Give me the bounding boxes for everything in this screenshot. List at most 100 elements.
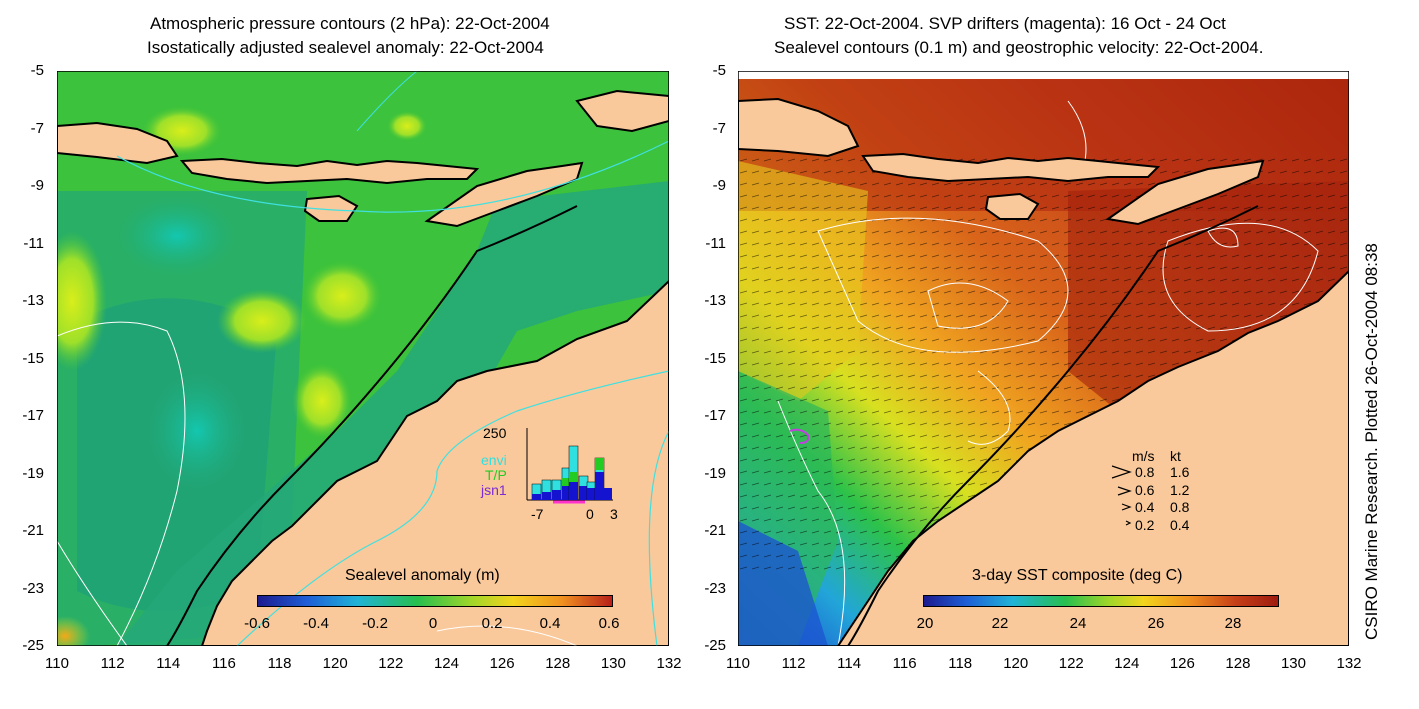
inset-ymax-label: 250 bbox=[483, 425, 507, 441]
left-ytick: -17 bbox=[22, 407, 44, 424]
credit-text: CSIRO Marine Research. Plotted 26-Oct-20… bbox=[1362, 243, 1381, 640]
right-xtick: 122 bbox=[1058, 655, 1084, 672]
sla-colorbar-tick: 0.6 bbox=[598, 615, 620, 632]
right-xtick: 132 bbox=[1336, 655, 1362, 672]
inset-legend-jsn1: jsn1 bbox=[481, 482, 507, 498]
right-ytick: -15 bbox=[704, 349, 726, 367]
left-ytick: -13 bbox=[22, 292, 44, 309]
right-ytick: -5 bbox=[712, 62, 726, 79]
velocity-legend-kt: 0.4 bbox=[1170, 516, 1190, 533]
right-xtick: 118 bbox=[948, 655, 973, 672]
java-island bbox=[57, 121, 179, 165]
left-xtick: 126 bbox=[489, 655, 515, 672]
left-xtick: 124 bbox=[433, 655, 459, 672]
velocity-legend-kt: 1.6 bbox=[1170, 464, 1190, 480]
right-title-line2: Sealevel contours (0.1 m) and geostrophi… bbox=[774, 38, 1264, 57]
right-ytick: -23 bbox=[704, 579, 726, 597]
sla-colorbar-tick: -0.2 bbox=[362, 615, 388, 632]
right-title-line1: SST: 22-Oct-2004. SVP drifters (magenta)… bbox=[784, 14, 1226, 33]
sla-map bbox=[57, 71, 669, 646]
right-ytick: -13 bbox=[704, 292, 726, 309]
sla-colorbar-tick: 0.4 bbox=[539, 615, 561, 632]
sla-colorbar-tick: -0.4 bbox=[303, 615, 329, 632]
sst-colorbar-tick: 20 bbox=[916, 615, 934, 632]
left-ytick: -23 bbox=[22, 579, 44, 597]
right-xtick: 116 bbox=[892, 655, 917, 672]
right-ytick: -7 bbox=[712, 119, 726, 137]
left-xtick: 112 bbox=[100, 655, 125, 672]
left-xtick: 130 bbox=[600, 655, 626, 672]
left-ytick: -25 bbox=[22, 637, 44, 654]
left-title-line2: Isostatically adjusted sealevel anomaly:… bbox=[147, 38, 544, 57]
inset-xtick-right: 3 bbox=[610, 506, 618, 522]
java-island bbox=[738, 97, 860, 158]
sla-colorbar-tick: 0.2 bbox=[481, 615, 503, 632]
left-ytick: -5 bbox=[30, 62, 44, 79]
right-ytick: -17 bbox=[704, 407, 726, 424]
sst-colorbar-title: 3-day SST composite (deg C) bbox=[972, 567, 1183, 584]
sst-map bbox=[738, 71, 1349, 646]
left-ytick: -11 bbox=[23, 234, 44, 252]
right-ytick: -19 bbox=[704, 464, 726, 482]
australia-landmass bbox=[200, 279, 669, 646]
right-xtick: 112 bbox=[781, 655, 806, 672]
left-title-line1: Atmospheric pressure contours (2 hPa): 2… bbox=[150, 14, 550, 33]
sst-colorbar-tick: 28 bbox=[1224, 615, 1242, 632]
velocity-legend-ms: 0.4 bbox=[1135, 499, 1155, 515]
inset-xtick-mid: 0 bbox=[586, 506, 594, 522]
velocity-legend-arrows bbox=[1111, 465, 1132, 526]
left-xtick: 122 bbox=[378, 655, 404, 672]
lesser-sunda-islands bbox=[179, 157, 480, 185]
velocity-legend-kt: 0.8 bbox=[1170, 499, 1190, 515]
right-xtick: 130 bbox=[1280, 655, 1306, 672]
velocity-legend-kt: 1.2 bbox=[1170, 481, 1190, 498]
left-ytick: -21 bbox=[22, 522, 44, 539]
left-xtick: 114 bbox=[156, 655, 181, 672]
right-xtick: 110 bbox=[726, 655, 750, 672]
sst-colorbar bbox=[923, 595, 1279, 607]
right-ytick: -25 bbox=[704, 637, 726, 654]
sst-colorbar-tick: 22 bbox=[991, 615, 1009, 632]
left-xtick: 110 bbox=[45, 655, 69, 672]
timor-island bbox=[1105, 159, 1265, 226]
right-xtick: 114 bbox=[837, 655, 862, 672]
right-xtick: 128 bbox=[1225, 655, 1251, 672]
inset-xtick-left: -7 bbox=[531, 506, 544, 522]
left-xtick: 118 bbox=[267, 655, 292, 672]
right-xtick: 124 bbox=[1114, 655, 1140, 672]
sst-colorbar-tick: 26 bbox=[1147, 615, 1165, 632]
left-ytick: -19 bbox=[22, 464, 44, 482]
left-ytick: -15 bbox=[22, 349, 44, 367]
sla-colorbar-tick: -0.6 bbox=[244, 615, 270, 632]
left-xtick: 120 bbox=[322, 655, 348, 672]
right-xtick: 126 bbox=[1169, 655, 1195, 672]
velocity-legend-ms: 0.6 bbox=[1135, 481, 1155, 498]
lesser-sunda-islands bbox=[861, 152, 1161, 183]
velocity-legend-ms: 0.8 bbox=[1135, 464, 1155, 480]
sumba-island bbox=[984, 192, 1040, 220]
timor-island bbox=[424, 161, 584, 228]
right-ytick: -9 bbox=[712, 177, 726, 194]
sla-colorbar-tick: 0 bbox=[428, 615, 438, 632]
left-xtick: 132 bbox=[656, 655, 682, 672]
australia-landmass bbox=[836, 269, 1349, 646]
inset-legend-envi: envi bbox=[481, 452, 507, 468]
svp-drifter-track bbox=[789, 428, 810, 444]
right-ytick: -11 bbox=[705, 234, 726, 252]
inset-bars bbox=[531, 445, 612, 501]
sumba-island bbox=[303, 194, 359, 222]
velocity-legend-ms: 0.2 bbox=[1135, 516, 1155, 533]
left-xtick: 116 bbox=[211, 655, 236, 672]
velocity-legend-header-kt: kt bbox=[1170, 448, 1181, 464]
right-ytick: -21 bbox=[704, 522, 726, 539]
right-xtick: 120 bbox=[1003, 655, 1029, 672]
sla-colorbar-title: Sealevel anomaly (m) bbox=[345, 567, 500, 584]
inset-legend-tp: T/P bbox=[485, 467, 507, 483]
left-ytick: -7 bbox=[30, 119, 44, 137]
sla-colorbar bbox=[257, 595, 613, 607]
inset-histogram bbox=[526, 428, 613, 504]
left-ytick: -9 bbox=[30, 177, 44, 194]
sst-colorbar-tick: 24 bbox=[1069, 615, 1087, 632]
left-xtick: 128 bbox=[545, 655, 571, 672]
velocity-legend-header-ms: m/s bbox=[1132, 448, 1155, 464]
